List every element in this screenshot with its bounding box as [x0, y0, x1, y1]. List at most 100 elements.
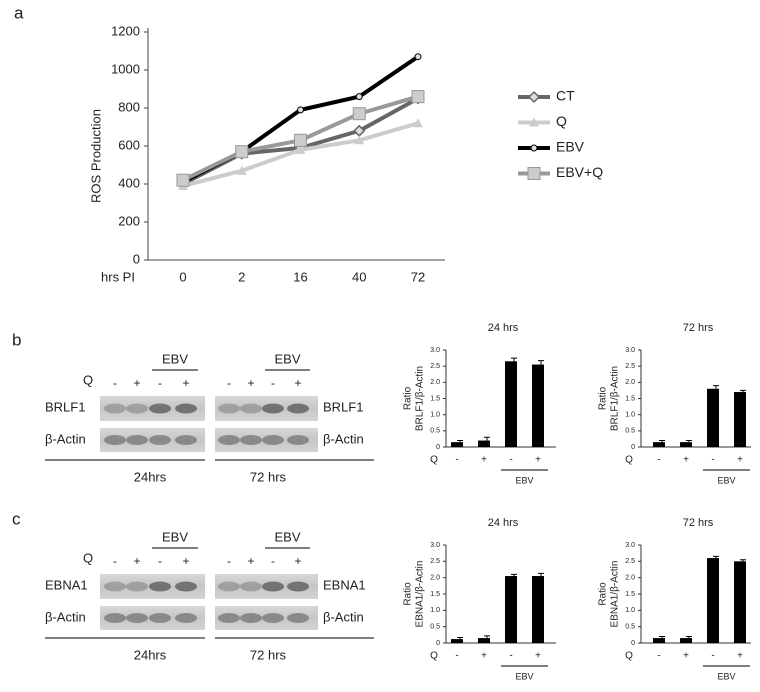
y-tick-label: 1.5	[625, 395, 635, 402]
y-tick-label: 2.0	[625, 379, 635, 386]
y-tick-label: 2.5	[430, 363, 440, 370]
blot-band	[287, 613, 309, 623]
q-sign: -	[113, 554, 117, 568]
x-tick-label: 0	[179, 269, 186, 284]
q-sign: -	[271, 376, 275, 390]
y-tick-label: 3.0	[625, 542, 635, 549]
blot-label: BRLF1	[45, 399, 85, 414]
x-tick-label: -	[657, 651, 660, 662]
bar	[707, 558, 719, 643]
x-tick-label: 40	[352, 269, 366, 284]
blot-band	[262, 581, 284, 592]
bar	[451, 442, 463, 447]
q-sign: -	[158, 376, 162, 390]
y-axis-label: ROS Production	[88, 109, 103, 203]
blot-band	[218, 581, 240, 592]
y-tick-label: 0	[436, 444, 440, 451]
y-axis-label: BRLF1/β-Actin	[610, 366, 621, 431]
row-label: Q	[430, 455, 438, 466]
y-tick-label: 2.5	[625, 558, 635, 565]
x-tick-label: -	[455, 455, 458, 466]
bar	[505, 576, 517, 643]
q-sign: -	[158, 554, 162, 568]
q-sign: -	[227, 554, 231, 568]
blot-band	[175, 435, 197, 445]
bar	[478, 638, 490, 643]
q-label: Q	[83, 550, 93, 565]
data-point	[294, 133, 307, 147]
bar	[532, 364, 544, 447]
blot-label: β-Actin	[45, 609, 86, 624]
blot-band	[262, 403, 284, 414]
y-tick-label: 0.5	[430, 428, 440, 435]
blot-label: EBNA1	[45, 577, 88, 592]
blot-band	[126, 613, 148, 623]
ebv-label: EBV	[162, 529, 188, 544]
row-label: Q	[430, 651, 438, 662]
bar	[680, 442, 692, 447]
blot-label: BRLF1	[323, 399, 363, 414]
time-label: 24hrs	[134, 469, 167, 484]
x-tick-label: -	[711, 651, 714, 662]
y-tick-label: 1.5	[430, 395, 440, 402]
y-axis-label: Ratio	[403, 582, 414, 606]
x-tick-label: +	[737, 455, 743, 466]
y-tick-label: 1.5	[625, 591, 635, 598]
series-line	[182, 121, 419, 188]
y-tick-label: 1000	[111, 61, 140, 76]
legend-marker	[527, 90, 541, 104]
data-point	[411, 90, 425, 104]
blot-band	[126, 435, 148, 445]
ebv-label: EBV	[162, 351, 188, 366]
q-sign: -	[271, 554, 275, 568]
legend-label: CT	[556, 88, 575, 104]
x-tick-label: 72	[411, 269, 425, 284]
data-point	[295, 144, 306, 154]
x-tick-label: +	[481, 651, 487, 662]
y-tick-label: 0.5	[430, 624, 440, 631]
blot-band	[149, 435, 171, 445]
data-point	[413, 118, 423, 128]
chart-title: 24 hrs	[488, 517, 519, 529]
y-tick-label: 1.0	[430, 412, 440, 419]
blot-band	[104, 581, 126, 592]
blot-band	[149, 403, 171, 414]
y-tick-label: 3.0	[430, 347, 440, 354]
blot-band	[175, 581, 197, 592]
error-bar	[659, 440, 665, 443]
error-bar	[686, 635, 692, 639]
time-label: 72 hrs	[250, 469, 287, 484]
y-tick-label: 600	[118, 137, 140, 152]
row-label: Q	[625, 455, 633, 466]
q-sign: -	[227, 376, 231, 390]
blot-band	[240, 403, 262, 414]
x-tick-label: 16	[293, 269, 307, 284]
group-label: EBV	[515, 475, 533, 485]
bar	[653, 638, 665, 643]
q-sign: +	[133, 554, 140, 568]
x-tick-label: 2	[238, 269, 245, 284]
x-tick-label: -	[509, 651, 512, 662]
x-tick-label: -	[509, 455, 512, 466]
bar	[451, 639, 463, 643]
x-tick-label: +	[481, 455, 487, 466]
legend-label: EBV+Q	[556, 164, 603, 180]
error-bar	[538, 360, 544, 365]
y-tick-label: 1.0	[430, 607, 440, 614]
q-sign: +	[294, 554, 301, 568]
y-tick-label: 0	[631, 444, 635, 451]
blot-band	[262, 435, 284, 445]
blot-label: EBNA1	[323, 577, 366, 592]
blot-band	[149, 613, 171, 623]
y-tick-label: 400	[118, 175, 140, 190]
chart-title: 72 hrs	[683, 517, 714, 529]
data-point	[352, 107, 366, 121]
blot-band	[175, 613, 197, 623]
q-sign: +	[182, 376, 189, 390]
x-axis-label: hrs PI	[101, 269, 135, 284]
error-bar	[484, 436, 490, 441]
x-tick-label: +	[535, 455, 541, 466]
y-tick-label: 0	[133, 251, 140, 266]
blot-band	[218, 613, 240, 623]
x-tick-label: +	[683, 651, 689, 662]
